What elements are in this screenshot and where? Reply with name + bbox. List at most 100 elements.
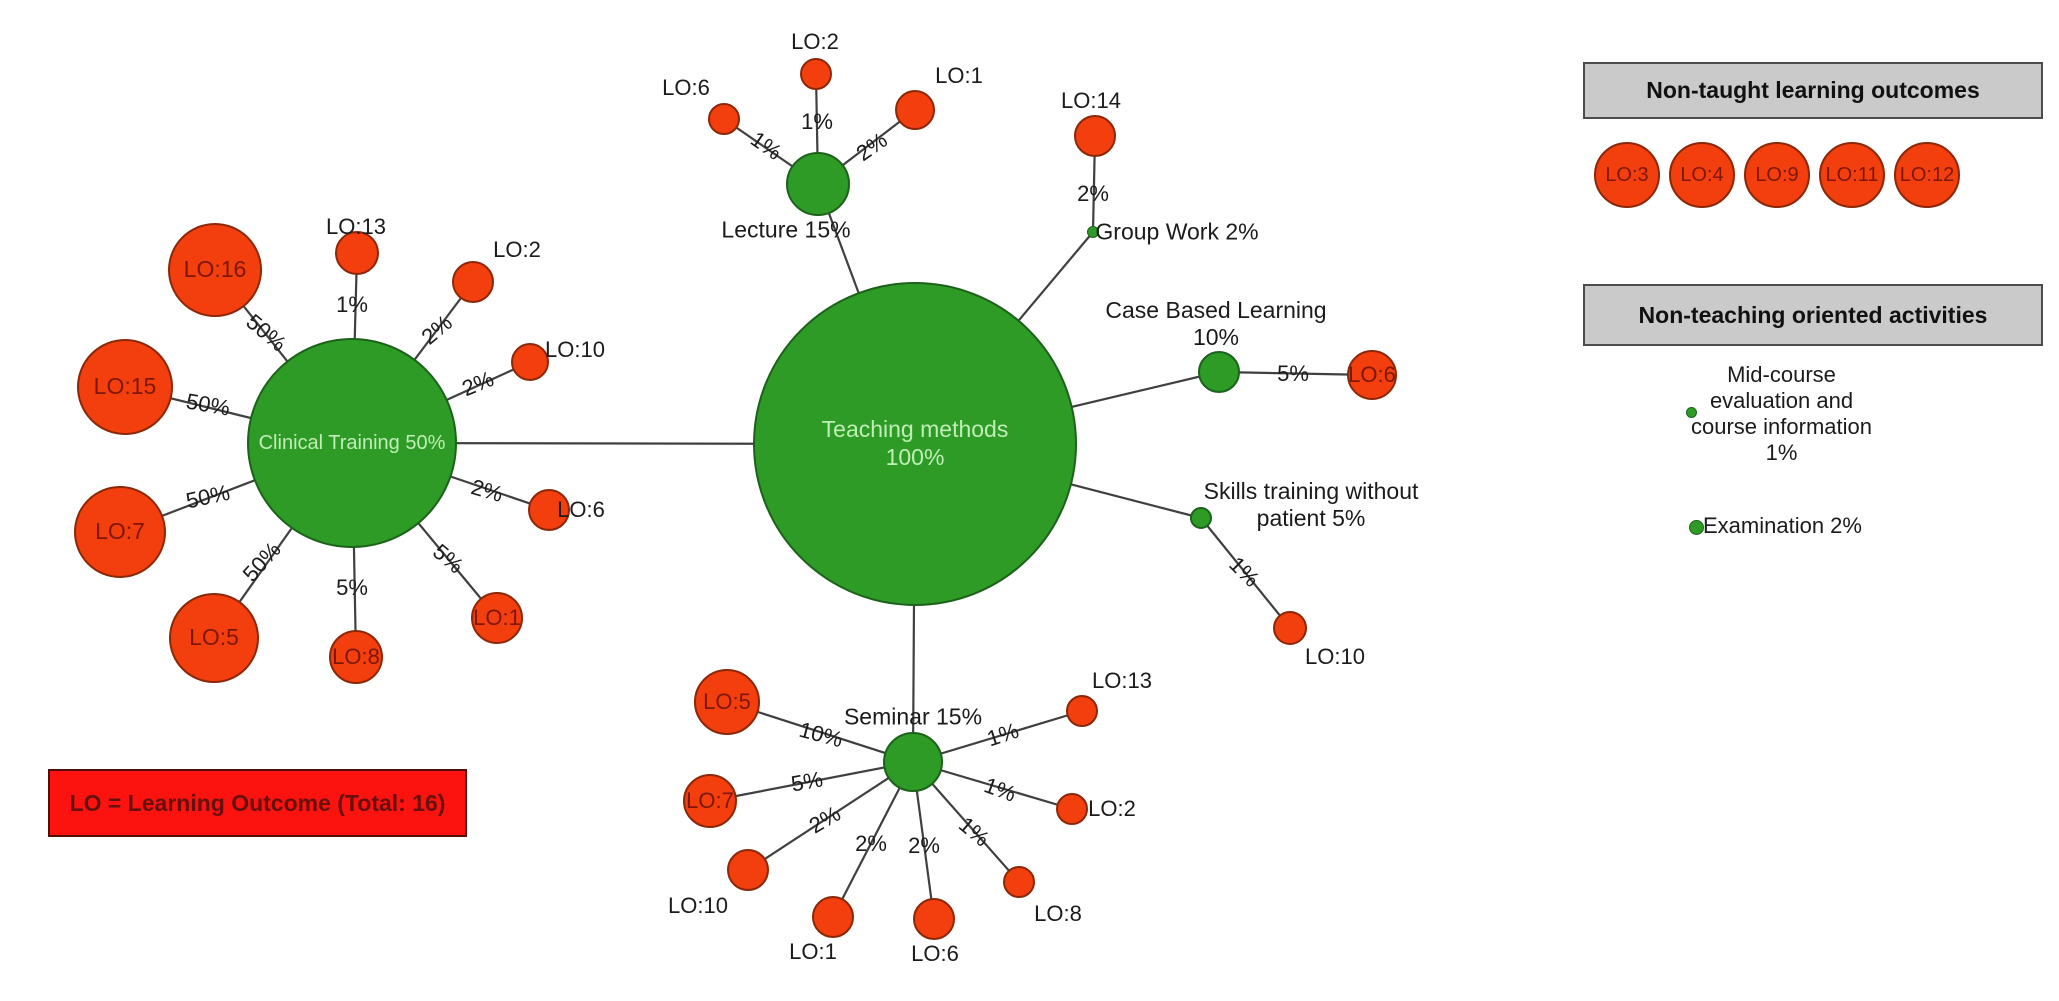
lo-label-lo1: LO:1 [935,63,983,89]
lo-node-clinical-lo15: LO:15 [77,339,173,435]
node-label: LO:16 [183,256,247,283]
lo-label-lo6: LO:6 [911,941,959,967]
node-label: Teaching methods [821,416,1009,443]
lo-label-lo10: LO:10 [668,893,728,919]
lo-node-clinical-lo1: LO:1 [471,592,523,644]
mid-course-label: Mid-course evaluation and course informa… [1659,362,1904,466]
mid-course-dot [1686,407,1697,418]
edge-percentage: 2% [855,831,887,857]
non-taught-title: Non-taught learning outcomes [1646,77,1980,103]
edge-line [1218,370,1373,377]
lo-node-skills-lo10 [1273,611,1307,645]
mid-course-line: course information [1691,414,1872,439]
lo-node-lecture-lo2 [800,58,832,90]
hub-label-case: Case Based Learning 10% [1105,296,1327,350]
edge-line [709,760,914,803]
examination-dot [1689,520,1704,535]
lo-label-lo14: LO:14 [1061,88,1121,114]
lo-node-seminar-lo8 [1003,866,1035,898]
lo-label-lo1: LO:1 [789,939,837,965]
lo-node-lecture-lo1 [895,90,935,130]
lo-node-clinical-lo16: LO:16 [168,223,262,317]
lo-label-lo13: LO:13 [1092,668,1152,694]
edge-percentage: 5% [789,766,825,797]
lo-label-lo2: LO:2 [791,29,839,55]
lo-node-clinical-lo13 [335,231,379,275]
lo-node-lecture-lo6 [708,103,740,135]
node-label: LO:15 [93,373,157,400]
node-label: LO:6 [1348,361,1396,387]
lo-node-seminar-lo1 [812,896,854,938]
node-label: LO:7 [95,518,145,545]
lo-node-clinical-lo5: LO:5 [169,593,259,683]
lo-label-lo6: LO:6 [557,497,605,523]
lo-node-groupwork-lo14 [1074,115,1116,157]
non-taught-lo-lo11: LO:11 [1819,142,1885,208]
non-taught-header: Non-taught learning outcomes [1583,62,2043,119]
hub-skills [1190,507,1212,529]
mid-course-line: 1% [1765,440,1798,465]
node-label: LO:4 [1680,163,1724,186]
non-taught-lo-lo12: LO:12 [1894,142,1960,208]
lo-node-clinical-lo8: LO:8 [329,630,383,684]
edge-percentage: 2% [1077,181,1109,207]
node-label: LO:11 [1825,163,1879,186]
lo-label-lo10: LO:10 [1305,644,1365,670]
hub-seminar [883,732,943,792]
node-label: LO:3 [1605,163,1649,186]
hub-case [1198,351,1240,393]
edge-line [1200,517,1291,629]
lo-label-lo8: LO:8 [1034,901,1082,927]
hub-teaching: Teaching methods 100% [753,282,1077,606]
edge-percentage: 1% [801,109,833,135]
lo-node-seminar-lo7: LO:7 [683,774,737,828]
lo-node-clinical-lo6 [528,489,570,531]
node-label: LO:7 [686,787,734,813]
node-label: LO:12 [1899,163,1955,186]
examination-label: Examination 2% [1703,513,1862,538]
lo-label-lo6: LO:6 [662,75,710,101]
legend-box: LO = Learning Outcome (Total: 16) [48,769,467,837]
hub-groupwork [1087,226,1099,238]
lo-node-seminar-lo5: LO:5 [694,669,760,735]
hub-label-lecture: Lecture 15% [721,216,851,243]
node-label: LO:5 [703,688,751,714]
legend-label: LO = Learning Outcome (Total: 16) [69,789,446,816]
hub-label-seminar: Seminar 15% [843,703,983,730]
lo-node-clinical-lo2 [452,261,494,303]
hub-label-groupwork: Group Work 2% [1095,218,1259,245]
lo-node-case-lo6: LO:6 [1347,350,1397,400]
node-label: LO:1 [473,604,521,630]
hub-label-skills: Skills training without patient 5% [1203,477,1419,531]
node-label: LO:5 [189,624,239,651]
non-taught-lo-lo4: LO:4 [1669,142,1735,208]
edge-percentage: 5% [336,575,368,601]
lo-label-lo2: LO:2 [1088,796,1136,822]
non-taught-lo-lo9: LO:9 [1744,142,1810,208]
mid-course-line: Mid-course [1727,362,1836,387]
non-taught-lo-lo3: LO:3 [1594,142,1660,208]
node-label: 100% [885,444,945,470]
mid-course-line: evaluation and [1709,388,1854,413]
non-taught-outcomes-row: LO:3 LO:4 LO:9 LO:11 LO:12 [1594,142,1960,208]
lo-label-lo13: LO:13 [326,214,386,240]
lo-node-seminar-lo10 [727,849,769,891]
lo-label-lo2: LO:2 [493,237,541,263]
hub-clinical: Clinical Training 50% [247,338,457,548]
hub-lecture [786,152,850,216]
lo-node-seminar-lo6 [913,898,955,940]
node-label: LO:8 [332,643,380,669]
node-label: Clinical Training 50% [258,432,446,454]
lo-node-clinical-lo10 [511,343,549,381]
lo-node-seminar-lo13 [1066,695,1098,727]
edge-percentage: 2% [908,833,940,859]
non-teaching-title: Non-teaching oriented activities [1638,301,1988,328]
edge-percentage: 5% [1277,361,1309,387]
edge-percentage: 1% [336,292,368,318]
lo-node-clinical-lo7: LO:7 [74,486,166,578]
node-label: LO:9 [1755,163,1799,186]
lo-label-lo10: LO:10 [545,337,605,363]
lo-node-seminar-lo2 [1056,793,1088,825]
non-teaching-header: Non-teaching oriented activities [1583,284,2043,346]
